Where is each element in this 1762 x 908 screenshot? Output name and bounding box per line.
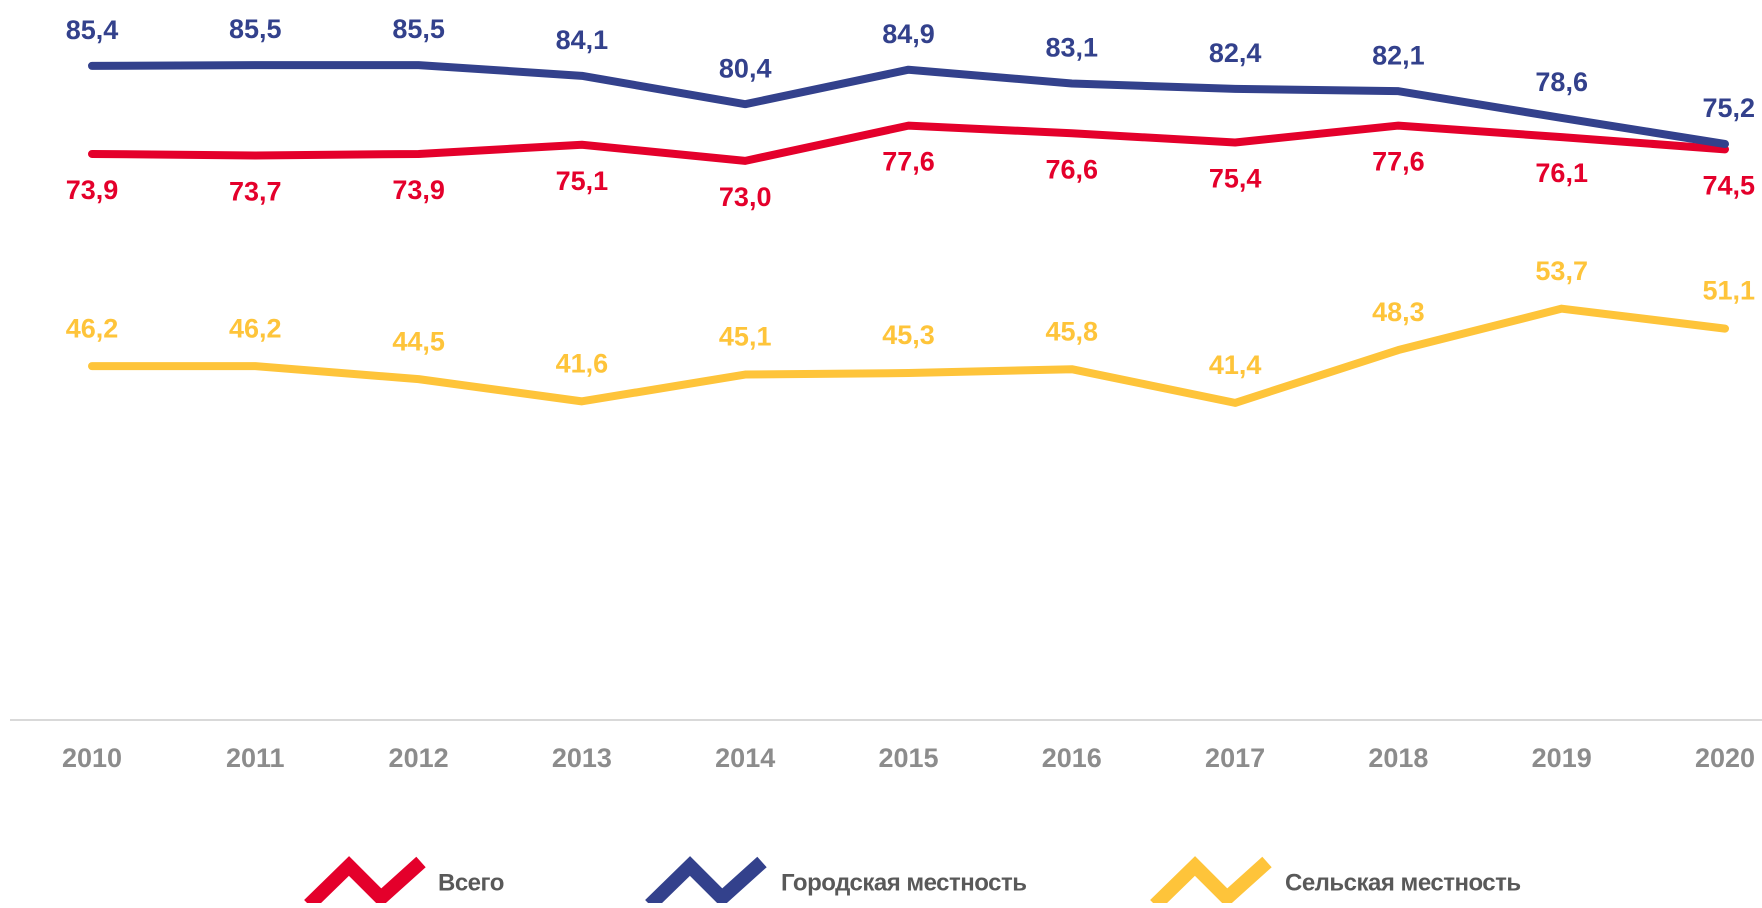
x-tick-label: 2018	[1368, 743, 1428, 773]
x-tick-label: 2019	[1532, 743, 1592, 773]
x-tick-label: 2012	[389, 743, 449, 773]
x-tick-label: 2010	[62, 743, 122, 773]
data-label: 82,1	[1372, 40, 1425, 70]
data-label: 51,1	[1702, 276, 1755, 306]
data-label: 73,9	[66, 175, 119, 205]
data-label: 41,6	[556, 348, 609, 378]
data-label: 45,1	[719, 322, 772, 352]
legend-icon	[1150, 856, 1272, 908]
data-label: 85,5	[229, 14, 282, 44]
legend-label: Всего	[438, 869, 504, 896]
data-label: 76,1	[1535, 158, 1588, 188]
data-label: 41,4	[1209, 350, 1262, 380]
legend-label: Городская местность	[781, 869, 1026, 896]
data-label: 76,6	[1046, 154, 1099, 184]
data-label: 77,6	[882, 147, 935, 177]
data-label: 45,8	[1046, 316, 1099, 346]
line-series	[88, 304, 1729, 407]
legend-icon	[304, 856, 426, 908]
data-label: 46,2	[66, 313, 119, 343]
data-label: 45,3	[882, 320, 935, 350]
data-label: 84,9	[882, 19, 935, 49]
data-label: 85,4	[66, 15, 119, 45]
data-label: 84,1	[556, 25, 609, 55]
line-series	[88, 61, 1729, 148]
data-label: 75,2	[1702, 93, 1755, 123]
data-label: 85,5	[392, 14, 445, 44]
data-label: 53,7	[1535, 256, 1588, 286]
data-label: 80,4	[719, 53, 772, 83]
x-tick-label: 2017	[1205, 743, 1265, 773]
data-label: 82,4	[1209, 38, 1262, 68]
x-tick-label: 2011	[226, 743, 285, 773]
data-label: 44,5	[392, 326, 445, 356]
data-label: 83,1	[1046, 33, 1099, 63]
data-label: 75,4	[1209, 164, 1262, 194]
line-series	[88, 121, 1729, 165]
legend-label: Сельская местность	[1285, 869, 1521, 896]
x-tick-label: 2015	[878, 743, 938, 773]
data-label: 46,2	[229, 313, 282, 343]
legend-icon	[645, 856, 767, 908]
data-label: 74,5	[1702, 170, 1755, 200]
data-label: 73,0	[719, 182, 772, 212]
data-label: 73,7	[229, 177, 282, 207]
x-tick-label: 2016	[1042, 743, 1102, 773]
x-tick-label: 2013	[552, 743, 612, 773]
x-tick-label: 2020	[1695, 743, 1755, 773]
data-label: 77,6	[1372, 147, 1425, 177]
data-label: 48,3	[1372, 297, 1425, 327]
x-tick-label: 2014	[715, 743, 775, 773]
data-label: 73,9	[392, 175, 445, 205]
data-label: 75,1	[556, 166, 609, 196]
data-label: 78,6	[1535, 67, 1588, 97]
